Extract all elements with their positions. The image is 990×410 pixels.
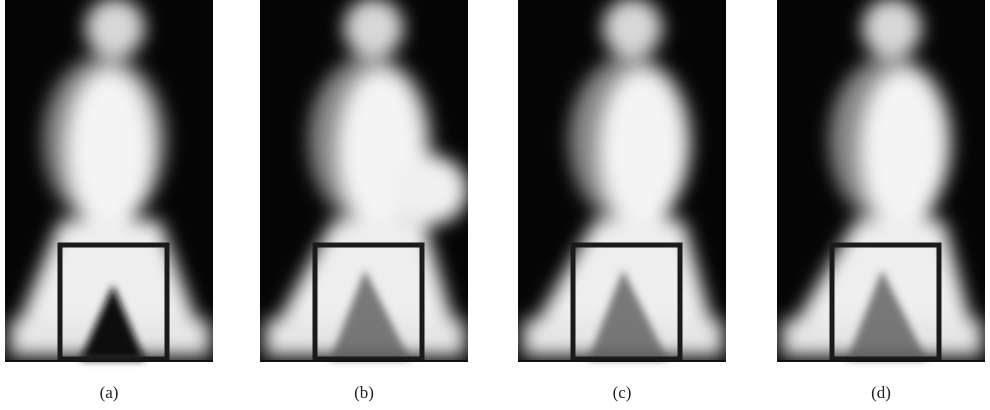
panel-label: (c): [613, 383, 632, 402]
page: {"panels": [{"label": "(a)"}, {"label": …: [0, 0, 990, 410]
panel-label: (d): [871, 383, 891, 402]
image-panel: [260, 0, 468, 362]
panel-label: (a): [100, 383, 119, 402]
head: [344, 0, 404, 58]
torso: [601, 70, 685, 230]
head: [862, 0, 922, 58]
head: [602, 0, 662, 58]
bag: [392, 155, 468, 225]
image-panel: [518, 0, 726, 362]
image-panel: [777, 0, 985, 362]
head: [85, 0, 145, 58]
figure: (a) (b) (c) (d): [0, 0, 990, 410]
torso: [68, 70, 152, 230]
image-panel: [5, 0, 213, 362]
torso: [862, 70, 946, 230]
panel-label: (b): [354, 383, 374, 402]
